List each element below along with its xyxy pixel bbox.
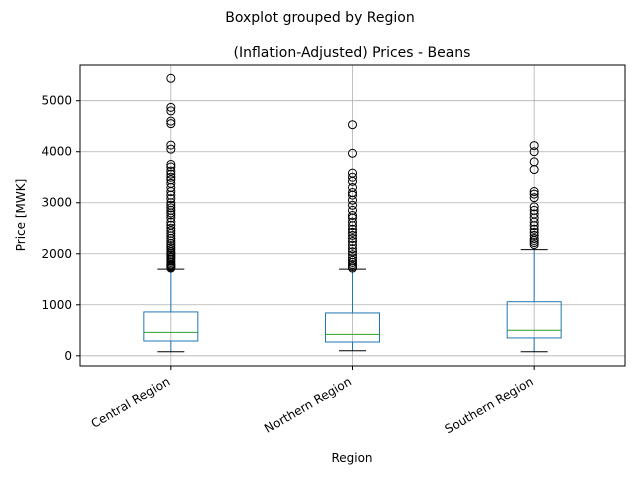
- outlier-point: [529, 189, 539, 199]
- outlier-point: [348, 244, 357, 254]
- outlier-point: [348, 237, 357, 247]
- outlier-point: [166, 166, 176, 176]
- outlier-point: [166, 178, 176, 188]
- outlier-point: [166, 106, 176, 116]
- outlier-point: [529, 233, 539, 243]
- outlier-point: [529, 205, 539, 215]
- outlier-point: [348, 227, 357, 237]
- outlier-point: [166, 175, 176, 185]
- outlier-point: [348, 188, 357, 198]
- boxes-layer: [143, 73, 562, 353]
- outlier-point: [529, 187, 539, 197]
- box-iqr: [143, 311, 199, 342]
- outlier-point: [348, 233, 357, 243]
- outlier-point: [166, 172, 176, 182]
- outlier-point: [348, 247, 357, 257]
- outlier-point: [348, 200, 357, 210]
- outlier-point: [529, 193, 539, 203]
- outlier-point: [166, 223, 176, 233]
- box-group: [143, 73, 199, 353]
- outlier-point: [348, 172, 357, 182]
- outlier-point: [529, 224, 539, 234]
- outlier-point: [348, 224, 357, 234]
- y-tick-label: 3000: [41, 196, 72, 210]
- x-tick-label: Central Region: [89, 374, 173, 430]
- y-tick-label: 2000: [41, 247, 72, 261]
- y-tick-label: 5000: [41, 94, 72, 108]
- outlier-point: [166, 116, 176, 126]
- outlier-point: [166, 102, 176, 112]
- outlier-point: [348, 120, 357, 130]
- outlier-point: [166, 226, 176, 236]
- outlier-point: [348, 230, 357, 240]
- outlier-point: [529, 147, 539, 157]
- outlier-point: [348, 253, 357, 263]
- outlier-point: [529, 202, 539, 212]
- y-tick-label: 4000: [41, 145, 72, 159]
- outlier-point: [529, 157, 539, 167]
- outlier-point: [166, 73, 176, 83]
- outlier-point: [166, 144, 176, 154]
- outlier-point: [166, 119, 176, 129]
- outlier-point: [166, 200, 176, 210]
- outlier-point: [166, 220, 176, 230]
- outlier-point: [348, 168, 357, 178]
- outlier-point: [166, 194, 176, 204]
- outlier-point: [529, 230, 539, 240]
- outlier-point: [166, 140, 176, 150]
- y-tick-label: 1000: [41, 298, 72, 312]
- x-tick-label: Southern Region: [443, 374, 536, 436]
- outlier-point: [166, 217, 176, 227]
- y-tick-label: 0: [64, 349, 72, 363]
- outlier-point: [529, 209, 539, 219]
- grid-lines: [80, 65, 625, 366]
- outlier-point: [166, 169, 176, 179]
- y-axis: 0 1000 2000 3000 4000 5000: [41, 94, 80, 363]
- outlier-point: [166, 203, 176, 213]
- outlier-point: [166, 159, 176, 169]
- x-axis: Central Region Northern Region Southern Re…: [89, 366, 536, 436]
- outlier-point: [529, 227, 539, 237]
- x-axis-label: Region: [331, 451, 372, 465]
- chart-title: (Inflation-Adjusted) Prices - Beans: [234, 45, 471, 61]
- outlier-point: [348, 211, 357, 220]
- outlier-point: [348, 205, 357, 215]
- box-group: [325, 120, 380, 352]
- chart-suptitle: Boxplot grouped by Region: [225, 10, 414, 26]
- box-iqr: [325, 312, 380, 343]
- x-tick-label: Northern Region: [262, 374, 354, 435]
- outlier-point: [348, 148, 357, 158]
- outlier-point: [348, 240, 357, 250]
- box-iqr: [506, 301, 562, 339]
- box-group: [506, 141, 562, 353]
- outlier-point: [348, 182, 357, 192]
- outlier-point: [166, 162, 176, 172]
- y-axis-label: Price [MWK]: [14, 179, 28, 252]
- outlier-point: [529, 141, 539, 151]
- outlier-point: [348, 255, 357, 265]
- outlier-point: [348, 250, 357, 260]
- outlier-point: [348, 217, 357, 227]
